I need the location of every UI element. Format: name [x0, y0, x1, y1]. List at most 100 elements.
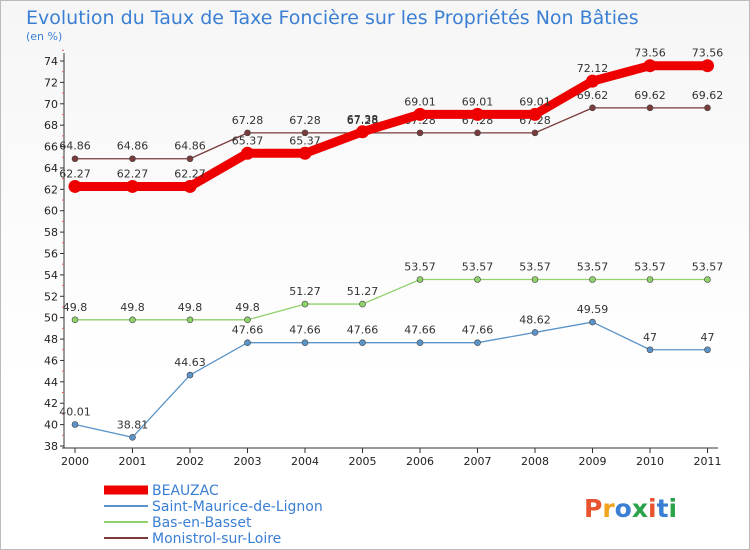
- data-point: [589, 104, 596, 112]
- legend-item: Bas-en-Basset: [104, 515, 252, 531]
- logo-letter: t: [657, 494, 669, 523]
- data-label: 69.01: [404, 95, 436, 108]
- data-label: 49.8: [178, 301, 203, 314]
- x-tick-label: 2004: [291, 455, 319, 468]
- data-point: [531, 276, 539, 283]
- y-tick-label: 70: [44, 98, 58, 111]
- legend-item: Monistrol-sur-Loire: [104, 531, 281, 547]
- series-line: [74, 278, 709, 321]
- data-label: 49.8: [120, 301, 145, 314]
- data-label: 53.57: [404, 260, 436, 273]
- data-label: 62.27: [59, 167, 91, 180]
- y-tick-label: 44: [44, 376, 58, 389]
- data-label: 67.38: [347, 113, 379, 126]
- data-label: 47.66: [404, 324, 436, 337]
- axes: 38 40 42 44 46 48 50 52 54 56 58 60 62 64 66 68 70 72 74 20…: [44, 49, 722, 468]
- logo-letter: o: [615, 494, 632, 523]
- data-label: 51.27: [289, 285, 321, 298]
- data-label: 53.57: [462, 260, 494, 273]
- y-tick-label: 48: [44, 333, 58, 346]
- data-point: [474, 129, 481, 137]
- x-tick-label: 2011: [694, 455, 722, 468]
- y-tick-label: 56: [44, 248, 58, 261]
- data-label: 65.37: [232, 134, 264, 147]
- series-line: [74, 107, 709, 160]
- data-point: [244, 339, 251, 346]
- data-label: 64.86: [59, 140, 91, 153]
- data-point: [359, 339, 366, 346]
- logo-letter: x: [632, 494, 648, 523]
- y-tick-label: 42: [44, 397, 58, 410]
- legend-label: Saint-Maurice-de-Lignon: [152, 499, 323, 515]
- data-label: 53.57: [519, 260, 551, 273]
- data-label: 53.57: [577, 260, 609, 273]
- data-label: 67.28: [232, 114, 264, 127]
- data-label: 69.01: [519, 95, 551, 108]
- data-point: [71, 316, 79, 324]
- data-point: [704, 104, 711, 112]
- data-label: 47: [643, 331, 657, 344]
- data-label: 64.86: [117, 140, 149, 153]
- data-point: [129, 155, 136, 163]
- data-point: [586, 74, 599, 88]
- y-tick-label: 50: [44, 312, 58, 325]
- y-tick-label: 38: [44, 440, 58, 453]
- y-tick-label: 46: [44, 354, 58, 367]
- data-point: [701, 59, 714, 73]
- series-beauzac: 62.27 62.27 62.27 65.37 65.37 67.38 69.01 69.01…: [59, 47, 723, 193]
- data-label: 47.66: [462, 324, 494, 337]
- x-tick-label: 2007: [464, 455, 492, 468]
- x-tick-label: 2005: [349, 455, 377, 468]
- y-tick-label: 62: [44, 183, 58, 196]
- legend-item: BEAUZAC: [104, 483, 219, 499]
- data-point: [413, 107, 427, 121]
- data-point: [244, 316, 251, 324]
- y-tick-label: 68: [44, 119, 58, 132]
- data-label: 53.57: [692, 260, 724, 273]
- data-label: 51.27: [347, 285, 379, 298]
- data-point: [474, 276, 481, 283]
- data-point: [186, 371, 194, 379]
- y-tick-label: 66: [44, 141, 58, 154]
- data-point: [71, 421, 79, 428]
- data-point: [68, 179, 82, 193]
- data-point: [186, 155, 194, 163]
- data-point: [416, 339, 424, 346]
- data-label: 73.56: [692, 47, 724, 60]
- logo-letter: i: [669, 494, 678, 523]
- data-point: [416, 276, 424, 283]
- data-point: [589, 276, 596, 283]
- data-point: [471, 107, 484, 121]
- data-label: 47.66: [232, 324, 264, 337]
- data-label: 67.28: [289, 114, 321, 127]
- y-tick-label: 74: [44, 55, 58, 68]
- data-label: 69.62: [577, 89, 609, 102]
- data-label: 38.81: [117, 418, 149, 431]
- data-label: 62.27: [117, 167, 149, 180]
- x-tick-label: 2003: [234, 455, 262, 468]
- y-tick-label: 52: [44, 290, 58, 303]
- data-label: 40.01: [59, 406, 91, 419]
- data-point: [183, 179, 197, 193]
- proxiti-logo: Proxiti: [584, 494, 677, 523]
- data-point: [531, 329, 539, 336]
- data-point: [359, 300, 366, 308]
- y-tick-label: 60: [44, 205, 58, 218]
- legend-item: Saint-Maurice-de-Lignon: [104, 499, 323, 515]
- data-label: 69.62: [634, 89, 666, 102]
- data-label: 65.37: [289, 134, 321, 147]
- legend-label: Monistrol-sur-Loire: [152, 531, 281, 547]
- data-label: 49.8: [63, 301, 88, 314]
- data-label: 73.56: [634, 47, 666, 60]
- data-point: [129, 434, 136, 441]
- data-label: 47.66: [289, 324, 321, 337]
- chart-unit-label: (en %): [26, 30, 62, 43]
- legend: BEAUZACSaint-Maurice-de-LignonBas-en-Bas…: [104, 483, 323, 547]
- y-tick-label: 58: [44, 226, 58, 239]
- data-point: [528, 107, 542, 121]
- data-label: 64.86: [174, 140, 206, 153]
- series-group: 64.8664.8664.8667.2867.2867.2867.2867.28…: [59, 47, 723, 441]
- data-point: [301, 129, 309, 137]
